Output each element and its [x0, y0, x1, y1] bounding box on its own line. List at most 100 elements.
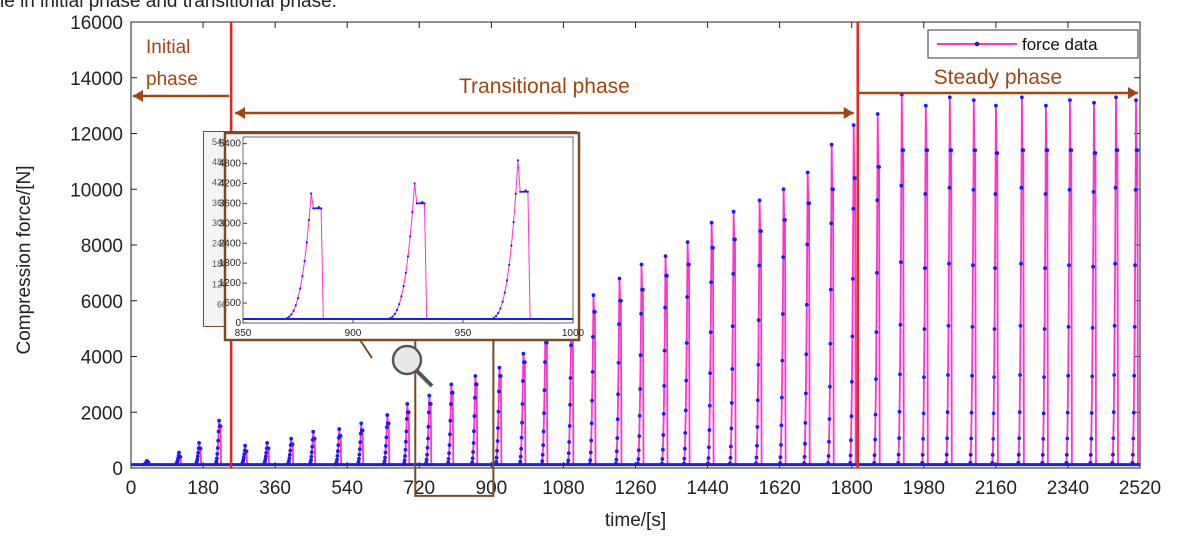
- data-point: [827, 439, 831, 444]
- data-point: [1064, 460, 1069, 465]
- data-point: [683, 408, 688, 413]
- data-point: [992, 375, 996, 379]
- data-point: [590, 370, 595, 374]
- data-point: [970, 325, 975, 329]
- data-point: [921, 437, 925, 441]
- data-point: [1131, 452, 1135, 457]
- data-point: [973, 148, 978, 153]
- data-point: [990, 453, 995, 457]
- data-point: [803, 421, 808, 425]
- data-point: [287, 453, 292, 457]
- data-point: [639, 311, 643, 316]
- data-point: [542, 388, 547, 393]
- data-point: [707, 428, 712, 432]
- data-point: [969, 436, 974, 441]
- data-point: [729, 426, 734, 431]
- data-point: [897, 436, 901, 441]
- data-point: [496, 426, 500, 430]
- data-point: [309, 450, 314, 455]
- data-point: [730, 367, 735, 371]
- data-point: [383, 455, 387, 460]
- data-point: [1065, 436, 1070, 441]
- arrow-head: [235, 107, 246, 119]
- data-point: [335, 457, 339, 462]
- data-point: [920, 453, 925, 457]
- data-point: [593, 310, 597, 314]
- data-point: [266, 446, 271, 451]
- data-point: [542, 411, 546, 416]
- data-point: [447, 451, 451, 456]
- data-point: [1042, 375, 1046, 379]
- data-point: [849, 414, 854, 419]
- data-point: [1092, 100, 1096, 105]
- data-point: [944, 452, 949, 457]
- x-tick-label: 1980: [903, 478, 945, 499]
- data-point: [877, 165, 881, 169]
- data-point: [1064, 452, 1069, 457]
- data-point: [385, 413, 390, 417]
- data-point: [589, 438, 594, 443]
- data-point: [1043, 192, 1048, 196]
- inset-x-tick-label: 900: [345, 328, 362, 339]
- x-tick-label: 1620: [759, 478, 801, 499]
- data-point: [662, 384, 667, 388]
- data-point: [426, 424, 431, 429]
- data-point: [591, 335, 595, 339]
- data-point: [336, 449, 340, 454]
- data-point: [522, 360, 527, 364]
- data-point: [178, 455, 183, 459]
- data-point: [805, 242, 810, 247]
- data-point: [615, 436, 620, 440]
- data-point: [541, 443, 546, 448]
- data-point: [828, 287, 833, 292]
- data-point: [310, 444, 315, 449]
- data-point: [807, 201, 811, 206]
- data-point: [780, 395, 784, 400]
- data-point: [1111, 452, 1115, 457]
- inset-x-tick-label: 950: [455, 328, 472, 339]
- series-force-data: [131, 92, 1140, 467]
- data-point: [636, 461, 640, 466]
- data-point: [971, 98, 976, 102]
- data-point: [288, 448, 293, 453]
- data-point: [685, 295, 689, 299]
- data-point: [992, 327, 997, 331]
- inset-data-point: [307, 218, 311, 222]
- inset-data-point: [389, 316, 392, 320]
- data-point: [402, 458, 407, 463]
- data-point: [663, 254, 668, 258]
- data-point: [661, 433, 666, 437]
- data-point: [803, 441, 807, 446]
- data-point: [520, 420, 524, 425]
- data-point: [685, 240, 690, 245]
- data-point: [682, 461, 686, 466]
- magnifier-icon: [359, 339, 434, 388]
- inset-data-point: [299, 287, 302, 290]
- phase-annotations: Initial phase Transitional phase Steady pha…: [133, 37, 1138, 119]
- data-point: [639, 262, 644, 267]
- initial-phase-label-line2: phase: [146, 69, 198, 90]
- data-point: [851, 206, 856, 211]
- data-point: [309, 458, 313, 462]
- data-point: [1041, 411, 1046, 416]
- data-point: [357, 456, 361, 461]
- inset-back-tick-label: 240: [212, 239, 227, 249]
- data-point: [805, 170, 810, 175]
- data-point: [358, 447, 362, 451]
- inset-data-point: [514, 192, 517, 195]
- data-point: [848, 461, 853, 465]
- x-tick-label: 2160: [975, 478, 1017, 499]
- data-point: [1089, 411, 1094, 415]
- data-point: [473, 374, 478, 378]
- data-point: [923, 103, 928, 108]
- data-point: [242, 452, 247, 457]
- data-point: [730, 324, 735, 329]
- inset-y-tick-label: 5400: [219, 139, 242, 150]
- data-point: [779, 443, 783, 447]
- data-point: [406, 410, 411, 415]
- data-point: [312, 436, 317, 441]
- data-point: [472, 414, 477, 419]
- data-point: [733, 237, 737, 242]
- data-point: [778, 455, 783, 460]
- data-point: [1017, 436, 1022, 441]
